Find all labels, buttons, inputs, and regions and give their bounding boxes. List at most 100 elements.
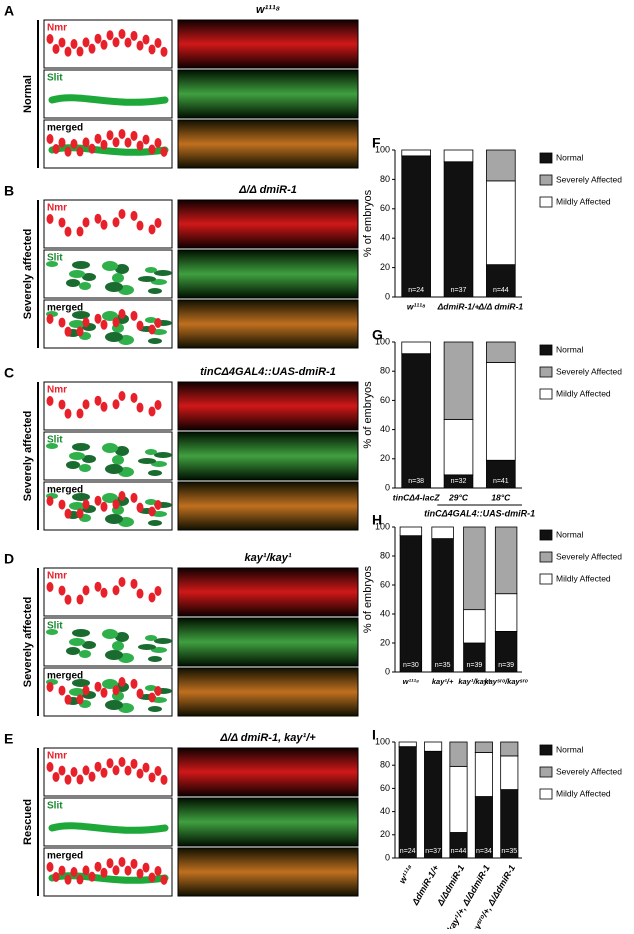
bar-segment [500,755,519,790]
bar-segment [401,353,431,489]
nmr-cell [142,134,150,145]
nmr-cell [118,209,126,220]
nmr-cell [118,391,126,402]
nmr-cell [124,865,132,876]
y-tick-label: 100 [375,521,390,531]
nmr-cell [130,492,138,503]
bar-segment [431,526,454,540]
nmr-cell [118,309,126,320]
nmr-cell [76,508,84,519]
bar-segment [398,741,417,748]
slit-patch [112,641,124,651]
nmr-cell [118,29,126,40]
nmr-cell [130,858,138,869]
panel-title: Δ/Δ dmiR-1, kay¹/+ [219,732,316,744]
nmr-cell [58,217,66,228]
nmr-cell [58,137,66,148]
legend-label: Mildly Affected [556,196,611,206]
slit-patch [115,632,129,642]
slit-patch [72,261,90,269]
legend-label: Severely Affected [556,551,622,561]
nmr-cell [58,317,66,328]
nmr-cell [82,137,90,148]
slit-patch [105,464,123,474]
legend-swatch [539,529,553,541]
slit-patch [145,449,157,455]
bar-segment [463,526,486,611]
nmr-cell [82,399,90,410]
nmr-cell [76,46,84,57]
nmr-cell [130,30,138,41]
slit-patch [145,499,157,505]
slit-patch [112,273,124,283]
bar-segment [500,741,519,757]
nmr-cell [82,765,90,776]
legend-label: Normal [556,344,584,354]
nmr-cell [112,865,120,876]
bar-segment [443,418,474,476]
nmr-cell [130,130,138,141]
nmr-cell [76,408,84,419]
nmr-cell [46,582,54,592]
slit-patch [145,685,157,691]
panel-letter: B [4,183,14,199]
nmr-cell [64,774,72,785]
slit-patch [69,320,85,328]
slit-patch [154,638,172,644]
nmr-cell [154,765,162,776]
slit-patch [105,332,123,342]
slit-patch [102,629,118,639]
nmr-cell [112,399,120,410]
n-label: n=32 [451,478,467,485]
slit-patch [148,470,162,476]
row-label: Nmr [47,571,67,582]
micrograph [177,847,359,897]
nmr-cell [136,868,144,879]
bar-segment [494,593,518,632]
bar-segment [401,149,431,157]
nmr-cell [136,320,144,331]
panel-letter: H [372,512,382,528]
y-axis-label: % of embryos [362,381,374,449]
n-label: n=37 [425,848,441,855]
bar-segment [401,155,431,298]
nmr-cell [94,313,102,324]
nmr-cell [58,37,66,48]
nmr-cell [46,134,54,144]
nmr-cell [58,399,66,410]
bar-segment [449,765,468,833]
y-tick-label: 100 [375,336,390,346]
panel-letter: I [372,727,376,743]
slit-patch [46,443,58,449]
slit-patch [79,650,91,658]
micrograph [177,617,359,667]
nmr-cell [64,408,72,419]
legend-swatch [539,196,553,208]
n-label: n=24 [408,287,424,294]
side-label: Severely affected [22,411,34,502]
nmr-cell [94,761,102,772]
micrograph [177,381,359,431]
nmr-cell [64,694,72,705]
x-tick-label: Δ/Δ dmiR-1 [478,301,524,311]
legend-label: Normal [556,529,584,539]
nmr-cell [154,37,162,48]
legend-label: Severely Affected [556,174,622,184]
x-tick-label: ΔdmiR-1/+ [437,301,480,311]
nmr-cell [76,774,84,785]
y-tick-label: 80 [380,366,390,376]
nmr-cell [94,861,102,872]
nmr-cell [106,130,114,141]
nmr-cell [136,768,144,779]
nmr-cell [70,866,78,877]
row-label: Nmr [47,385,67,396]
row-label: merged [47,671,83,682]
slit-patch [69,452,85,460]
row-label: Nmr [47,203,67,214]
y-tick-label: 20 [380,637,390,647]
micrograph [177,797,359,847]
legend-swatch [539,152,553,164]
nmr-cell [136,220,144,231]
y-tick-label: 100 [375,144,390,154]
micrograph [177,69,359,119]
